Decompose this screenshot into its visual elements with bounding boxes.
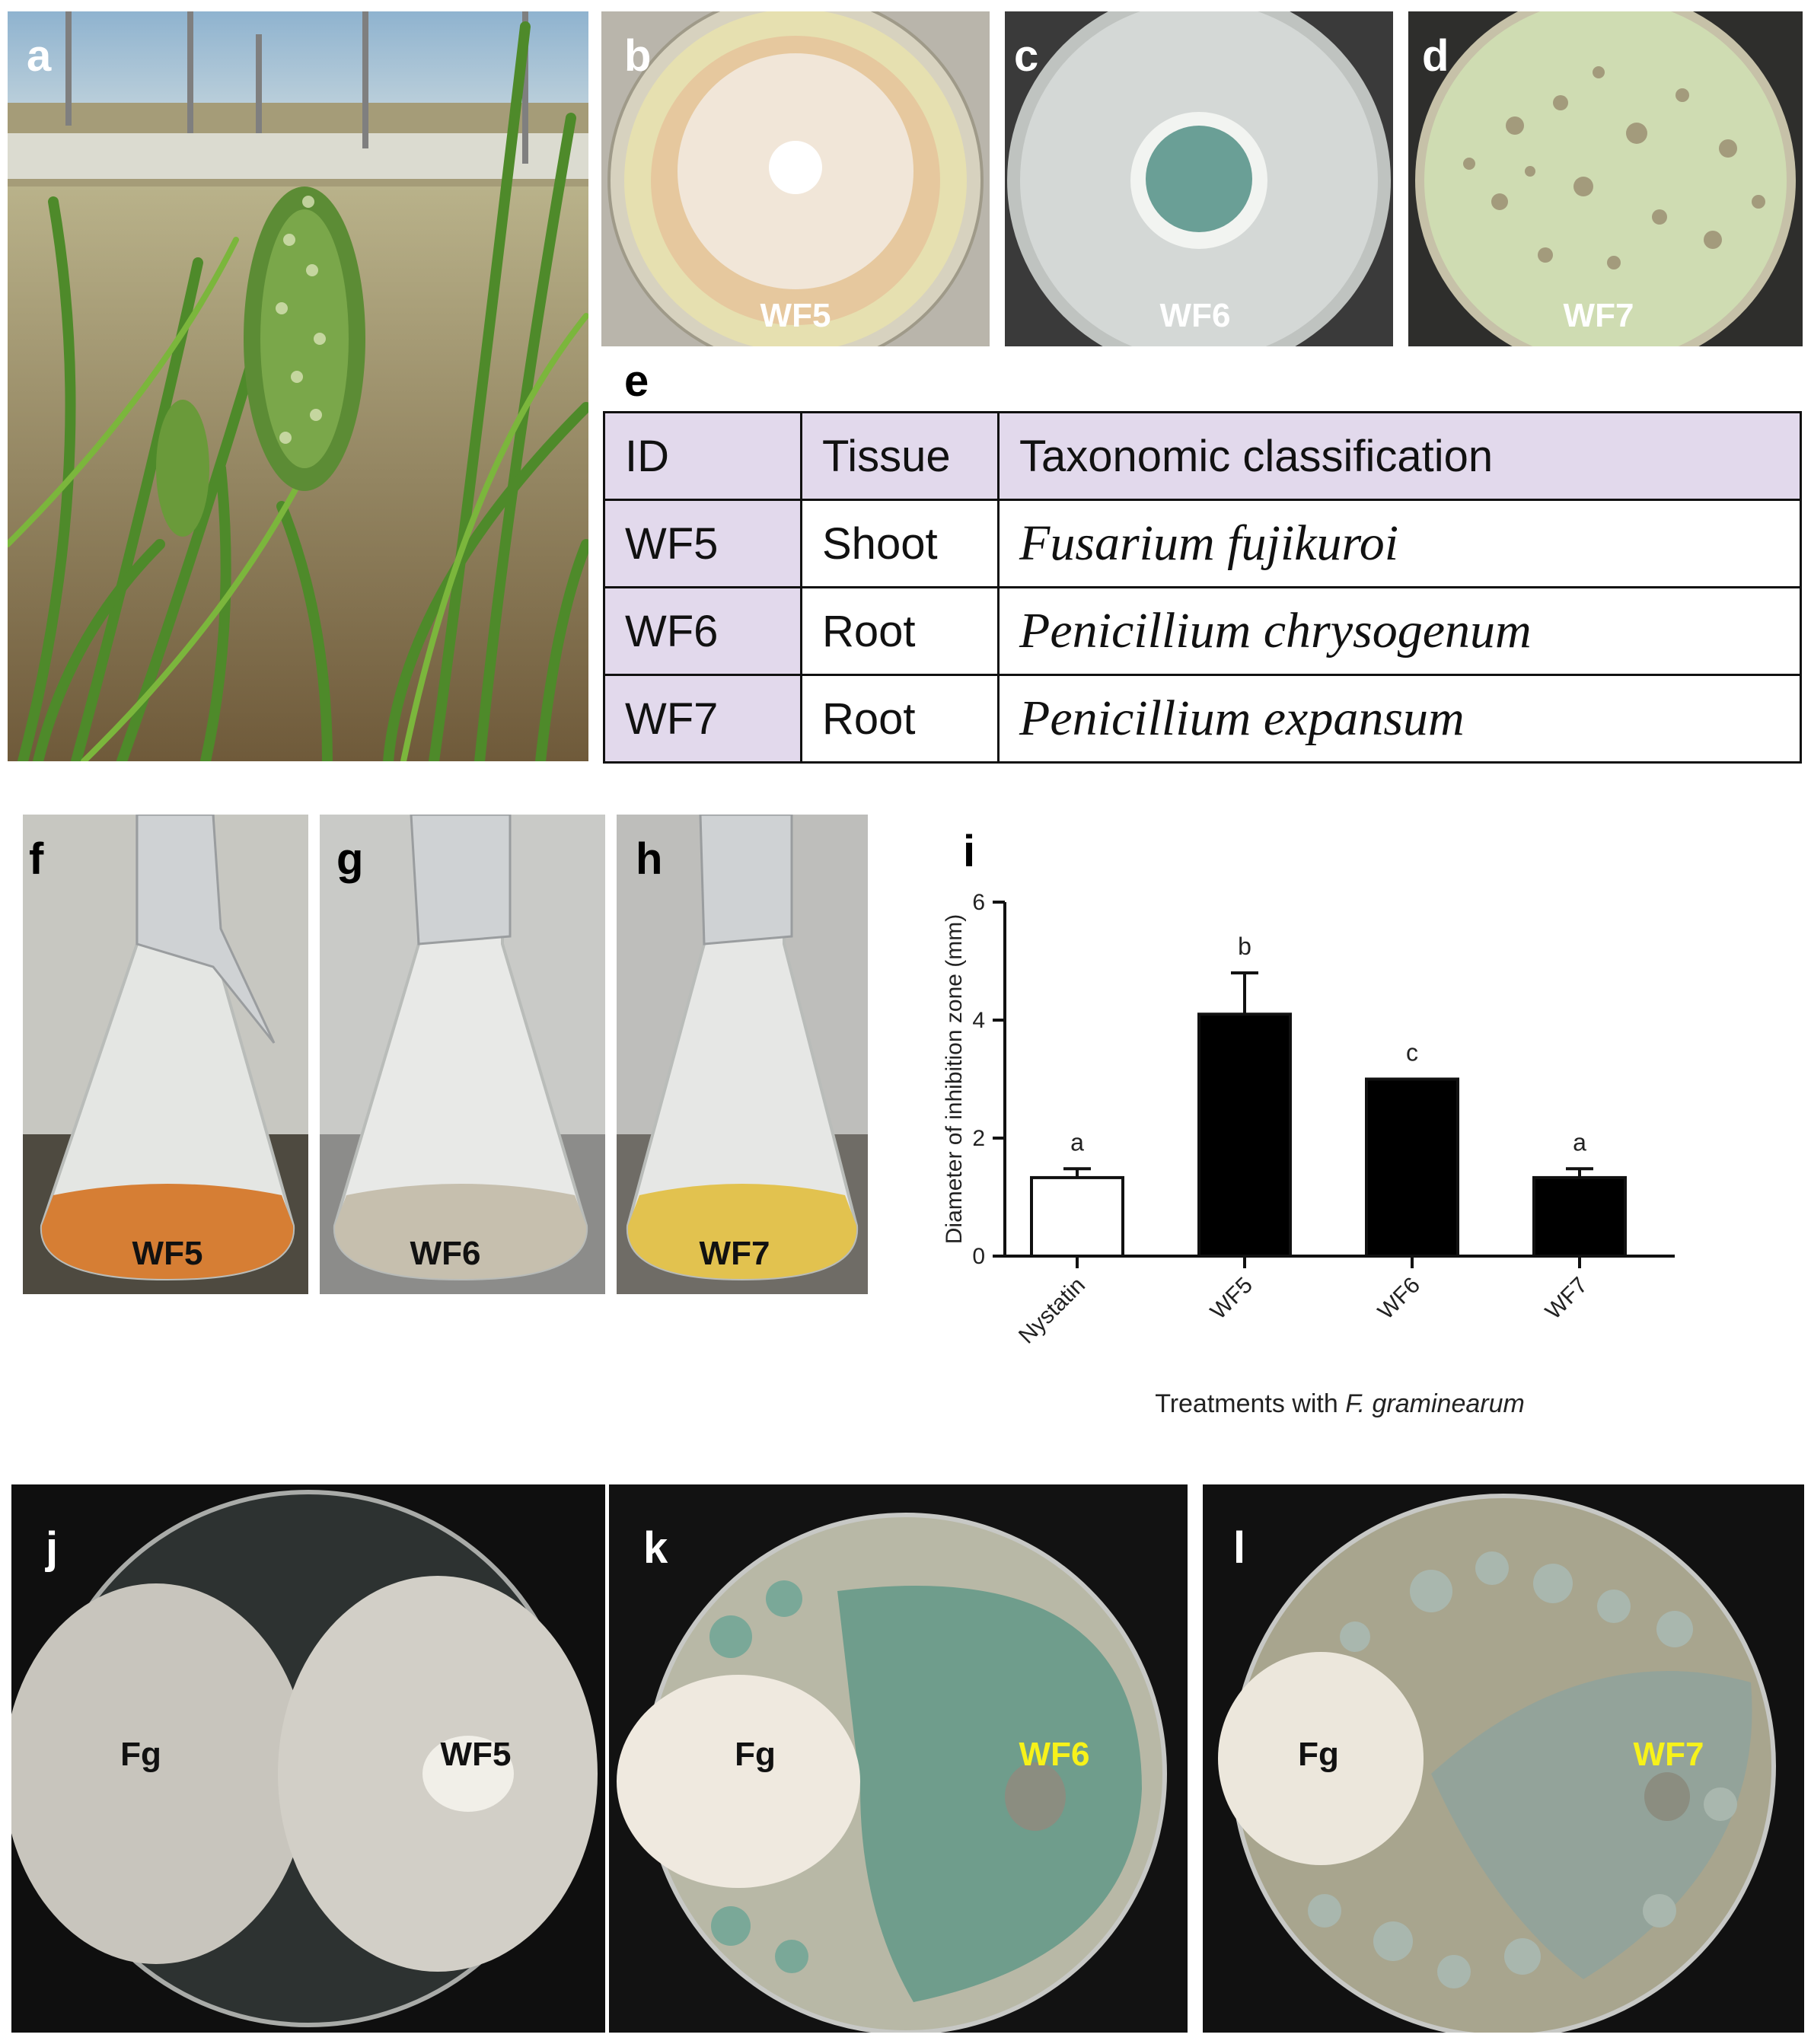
panel-label-j: j bbox=[46, 1523, 59, 1573]
panel-k-dual-culture: k Fg WF6 bbox=[609, 1484, 1188, 2033]
panel-label-i: i bbox=[963, 827, 976, 876]
panel-label-k: k bbox=[643, 1523, 668, 1573]
plant-photo-illustration bbox=[8, 11, 588, 761]
table-header-id: ID bbox=[603, 411, 802, 501]
dual-culture-label-fg: Fg bbox=[120, 1736, 161, 1773]
panel-label-f: f bbox=[29, 834, 44, 884]
panel-c-culture-plate: c WF6 bbox=[1005, 11, 1393, 346]
table-cell-id: WF5 bbox=[603, 499, 802, 588]
panel-label-l: l bbox=[1233, 1523, 1246, 1573]
panel-label-a: a bbox=[27, 31, 52, 81]
table-cell-taxon: Fusarium fujikuroi bbox=[997, 499, 1802, 588]
plate-caption-wf5: WF5 bbox=[760, 297, 831, 334]
flask-wf7-illustration bbox=[617, 815, 868, 1294]
plate-wf6-illustration bbox=[1007, 11, 1391, 346]
panel-label-e: e bbox=[624, 356, 649, 406]
table-row: WF5 Shoot Fusarium fujikuroi bbox=[603, 499, 1802, 588]
y-axis-label: Diameter of inhibition zone (mm) bbox=[942, 914, 967, 1245]
x-tick-label: WF6 bbox=[1373, 1273, 1425, 1325]
bar bbox=[1030, 1175, 1124, 1258]
significance-letter: c bbox=[1406, 1039, 1418, 1067]
panel-f-flask: f WF5 bbox=[23, 815, 308, 1294]
y-tick-label: 6 bbox=[972, 890, 985, 915]
table-row: WF7 Root Penicillium expansum bbox=[603, 674, 1802, 764]
table-cell-tissue: Shoot bbox=[800, 499, 1000, 588]
significance-letter: a bbox=[1070, 1128, 1084, 1156]
plate-caption-wf6: WF6 bbox=[1159, 297, 1231, 334]
table-row: WF6 Root Penicillium chrysogenum bbox=[603, 586, 1802, 676]
panel-label-d: d bbox=[1422, 31, 1449, 81]
table-header-taxonomy: Taxonomic classification bbox=[997, 411, 1802, 501]
flask-caption-wf5: WF5 bbox=[132, 1235, 203, 1272]
plate-wf5-illustration bbox=[607, 11, 984, 346]
dual-culture-label-fg: Fg bbox=[735, 1736, 776, 1773]
panel-h-flask: h WF7 bbox=[617, 815, 868, 1294]
table-header-row: ID Tissue Taxonomic classification bbox=[603, 411, 1802, 501]
x-tick-label: WF7 bbox=[1541, 1273, 1593, 1325]
plate-caption-wf7: WF7 bbox=[1563, 297, 1634, 334]
flask-wf6-illustration bbox=[320, 815, 605, 1294]
bar bbox=[1197, 1012, 1292, 1258]
x-axis-label: Treatments with F. graminearum bbox=[1155, 1389, 1525, 1418]
panel-d-culture-plate: d WF7 bbox=[1408, 11, 1803, 346]
bar bbox=[1532, 1175, 1627, 1258]
y-tick-label: 4 bbox=[972, 1008, 985, 1033]
significance-letter: a bbox=[1573, 1128, 1586, 1156]
dual-culture-label-endophyte: WF7 bbox=[1633, 1736, 1704, 1773]
bar bbox=[1365, 1077, 1459, 1258]
panel-label-g: g bbox=[336, 834, 364, 884]
dual-culture-wf5-illustration bbox=[11, 1490, 598, 2027]
panel-label-c: c bbox=[1014, 31, 1039, 81]
table-cell-id: WF7 bbox=[603, 674, 802, 764]
y-tick-label: 2 bbox=[972, 1126, 985, 1151]
x-tick-label: WF5 bbox=[1206, 1273, 1258, 1325]
panel-a-plant-photo: a bbox=[8, 11, 588, 761]
panel-label-b: b bbox=[624, 31, 652, 81]
dual-culture-label-endophyte: WF5 bbox=[440, 1736, 512, 1773]
x-tick-label: Nystatin bbox=[1014, 1273, 1090, 1349]
plate-wf7-illustration bbox=[1415, 11, 1796, 346]
panel-b-culture-plate: b WF5 bbox=[601, 11, 990, 346]
y-tick-label: 0 bbox=[972, 1244, 985, 1269]
flask-caption-wf7: WF7 bbox=[699, 1235, 770, 1272]
dual-culture-label-fg: Fg bbox=[1298, 1736, 1339, 1773]
table-cell-tissue: Root bbox=[800, 586, 1000, 676]
table-header-tissue: Tissue bbox=[800, 411, 1000, 501]
panel-j-dual-culture: j Fg WF5 bbox=[11, 1484, 605, 2033]
dual-culture-wf7-illustration bbox=[1218, 1494, 1776, 2033]
taxonomy-table: ID Tissue Taxonomic classification WF5 S… bbox=[603, 411, 1802, 764]
flask-wf5-illustration bbox=[23, 815, 308, 1294]
flask-caption-wf6: WF6 bbox=[410, 1235, 481, 1272]
panel-label-h: h bbox=[636, 834, 663, 884]
significance-letter: b bbox=[1238, 933, 1251, 960]
table-cell-taxon: Penicillium expansum bbox=[997, 674, 1802, 764]
panel-g-flask: g WF6 bbox=[320, 815, 605, 1294]
table-cell-tissue: Root bbox=[800, 674, 1000, 764]
table-cell-id: WF6 bbox=[603, 586, 802, 676]
dual-culture-label-endophyte: WF6 bbox=[1019, 1736, 1090, 1773]
dual-culture-wf6-illustration bbox=[617, 1513, 1167, 2033]
table-cell-taxon: Penicillium chrysogenum bbox=[997, 586, 1802, 676]
panel-l-dual-culture: l Fg WF7 bbox=[1203, 1484, 1804, 2033]
